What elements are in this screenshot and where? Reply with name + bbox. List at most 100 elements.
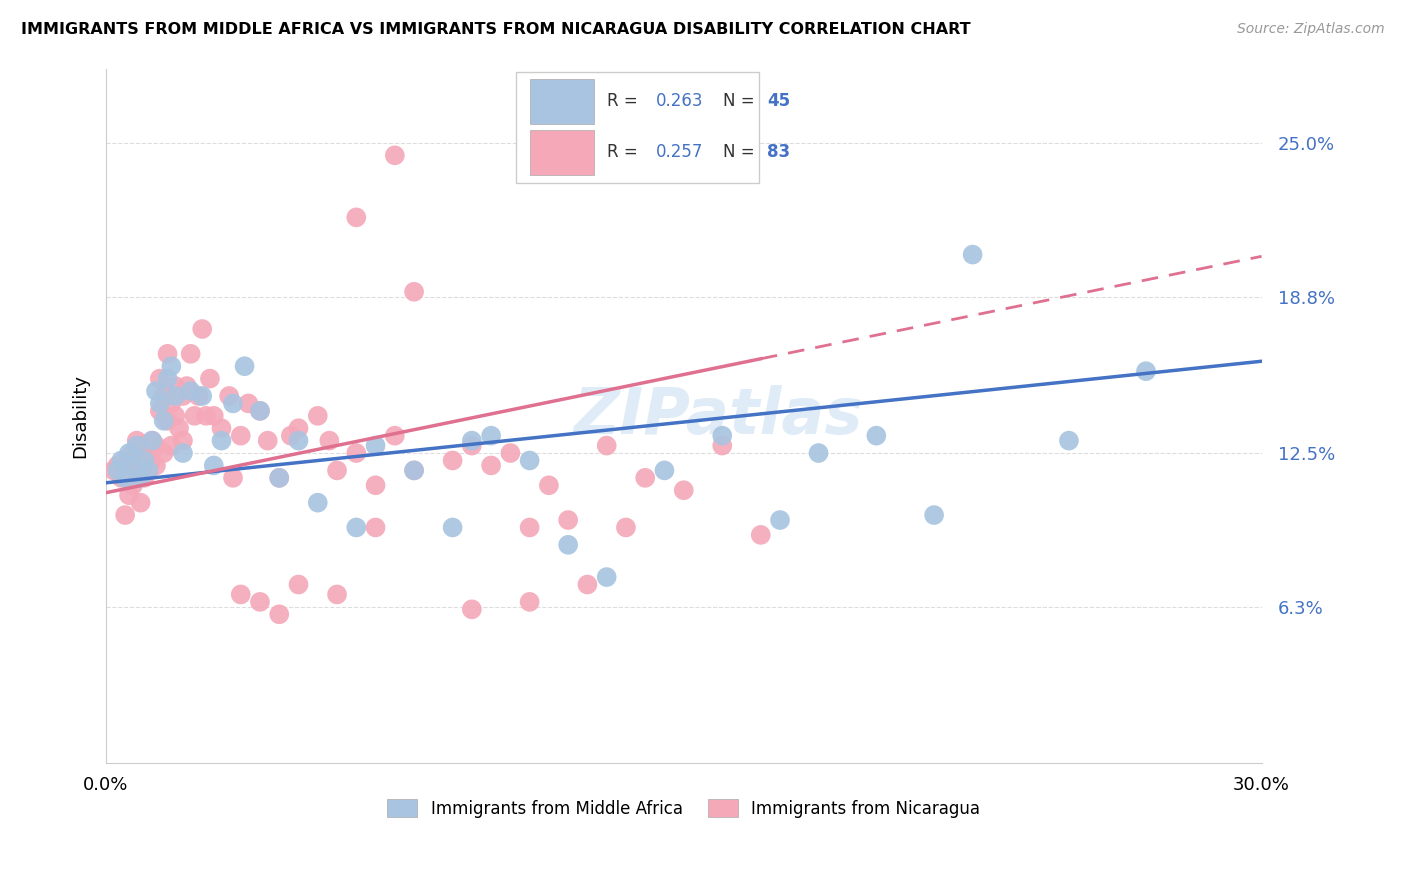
Point (233, 359, 256, 374)
Point (107, 458, 129, 473)
Point (287, 434, 309, 448)
Point (344, 520, 367, 534)
Point (519, 595, 541, 609)
Point (307, 496, 329, 510)
Point (134, 439, 156, 453)
Point (114, 508, 136, 522)
Point (222, 396, 245, 410)
Text: N =: N = (723, 92, 759, 111)
Point (1057, 434, 1080, 448)
Point (118, 488, 141, 502)
Point (654, 463, 676, 477)
Point (191, 389, 214, 403)
Point (229, 428, 252, 442)
Point (287, 421, 309, 435)
Point (167, 421, 190, 435)
Point (129, 471, 152, 485)
Point (118, 446, 141, 460)
Point (211, 421, 233, 435)
Point (711, 428, 734, 442)
Legend: Immigrants from Middle Africa, Immigrants from Nicaragua: Immigrants from Middle Africa, Immigrant… (381, 793, 987, 824)
Point (595, 439, 617, 453)
Point (141, 453, 163, 467)
Point (672, 483, 695, 498)
Point (461, 439, 484, 453)
Point (136, 463, 159, 477)
Point (557, 538, 579, 552)
Point (129, 458, 152, 473)
Point (404, 463, 426, 477)
Point (307, 409, 329, 423)
Point (165, 389, 187, 403)
Text: 0.257: 0.257 (657, 143, 703, 161)
Point (172, 446, 194, 460)
Point (344, 446, 367, 460)
Point (269, 607, 291, 622)
Point (865, 428, 887, 442)
Point (595, 570, 617, 584)
Point (769, 513, 792, 527)
Point (441, 520, 464, 534)
Point (149, 396, 172, 410)
Point (576, 577, 599, 591)
Point (211, 434, 233, 448)
Point (344, 211, 367, 225)
Point (1135, 364, 1157, 378)
Point (256, 434, 278, 448)
Text: Source: ZipAtlas.com: Source: ZipAtlas.com (1237, 22, 1385, 37)
Point (326, 463, 349, 477)
Point (238, 396, 260, 410)
Point (165, 409, 187, 423)
Point (156, 371, 179, 385)
Point (537, 478, 560, 492)
Point (152, 389, 174, 403)
Point (183, 409, 205, 423)
Point (318, 434, 340, 448)
FancyBboxPatch shape (516, 72, 759, 183)
Point (557, 513, 579, 527)
Point (149, 371, 172, 385)
Point (180, 384, 202, 398)
Point (172, 434, 194, 448)
Point (614, 520, 637, 534)
Text: 83: 83 (766, 143, 790, 161)
Point (165, 379, 187, 393)
Point (134, 471, 156, 485)
Point (145, 439, 167, 453)
Point (122, 446, 145, 460)
Point (134, 453, 156, 467)
Point (807, 446, 830, 460)
Point (172, 389, 194, 403)
Point (384, 428, 406, 442)
Point (141, 434, 163, 448)
Point (287, 577, 309, 591)
Point (364, 520, 387, 534)
Text: IMMIGRANTS FROM MIDDLE AFRICA VS IMMIGRANTS FROM NICARAGUA DISABILITY CORRELATIO: IMMIGRANTS FROM MIDDLE AFRICA VS IMMIGRA… (21, 22, 970, 37)
Point (136, 463, 159, 477)
Point (404, 463, 426, 477)
Point (499, 446, 522, 460)
Point (156, 347, 179, 361)
FancyBboxPatch shape (530, 129, 593, 175)
Point (280, 428, 302, 442)
Point (141, 434, 163, 448)
Point (479, 458, 502, 473)
Point (110, 453, 132, 467)
Point (198, 371, 221, 385)
Y-axis label: Disability: Disability (72, 374, 89, 458)
Point (145, 384, 167, 398)
Point (152, 446, 174, 460)
Point (269, 471, 291, 485)
Point (129, 496, 152, 510)
Point (479, 428, 502, 442)
Text: 45: 45 (766, 92, 790, 111)
Point (634, 471, 657, 485)
FancyBboxPatch shape (530, 78, 593, 124)
Text: R =: R = (607, 92, 644, 111)
Point (384, 148, 406, 162)
Point (103, 463, 125, 477)
Point (122, 478, 145, 492)
Point (136, 446, 159, 460)
Point (125, 439, 148, 453)
Text: ZIPatlas: ZIPatlas (574, 384, 863, 447)
